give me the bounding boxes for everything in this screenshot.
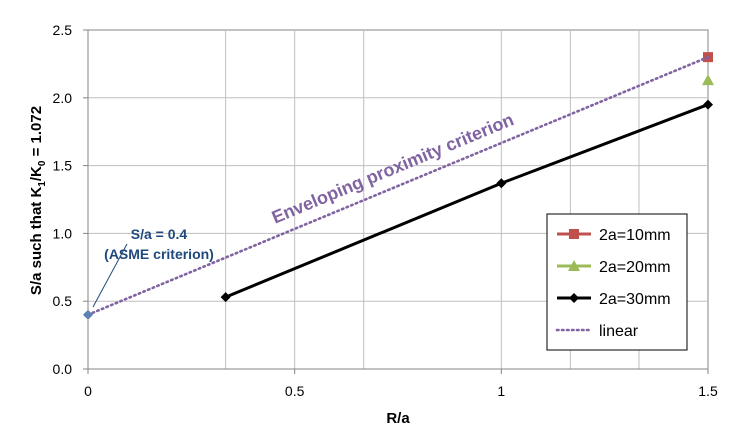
y-axis-title-subscript: 0 <box>37 160 48 166</box>
x-tick-label: 0.5 <box>285 383 305 399</box>
enveloping-annotation: Enveloping proximity criterion <box>269 109 517 227</box>
legend-label-2a-20mm: 2a=20mm <box>599 259 671 276</box>
legend-swatch-marker-2a-30mm <box>569 293 579 303</box>
y-tick-label: 2.5 <box>53 22 73 38</box>
y-axis-title: S/a such that K1/K0 = 1.072 <box>28 106 48 295</box>
asme-annotation-line1: S/a = 0.4 <box>131 226 188 242</box>
asme-leader-line <box>92 243 128 308</box>
asme-annotation-line2: (ASME criterion) <box>104 246 214 262</box>
legend-label-linear: linear <box>599 323 639 340</box>
y-tick-label: 2.0 <box>53 90 73 106</box>
y-axis-title-part: = 1.072 <box>28 106 45 161</box>
data-point-2a-20mm <box>702 74 714 86</box>
legend: 2a=10mm 2a=20mm 2a=30mm linear <box>546 213 688 351</box>
y-axis-title-part: /K <box>28 166 45 181</box>
axes: 0 0.5 1 1.5 0.0 0.5 1.0 1.5 2.0 2.5 R/a S/a such th… <box>28 22 718 427</box>
y-tick-label: 0.5 <box>53 293 73 309</box>
legend-swatch-marker-2a-20mm <box>568 260 580 271</box>
x-tick-label: 0 <box>84 383 92 399</box>
series-layer <box>83 52 714 320</box>
y-tick-label: 1.5 <box>53 158 73 174</box>
data-point-2a-30mm <box>220 292 231 303</box>
x-axis-title: R/a <box>386 410 410 427</box>
data-point-2a-30mm <box>703 99 713 110</box>
x-tick-label: 1.5 <box>698 383 718 399</box>
y-axis-title-subscript: 1 <box>37 181 48 187</box>
y-tick-label: 0.0 <box>53 361 73 377</box>
x-tick-label: 1 <box>497 383 505 399</box>
y-tick-label: 1.0 <box>53 225 73 241</box>
legend-label-2a-30mm: 2a=30mm <box>599 291 671 308</box>
data-point-2a-30mm <box>496 178 507 189</box>
series-line-linear <box>86 55 710 317</box>
legend-label-2a-10mm: 2a=10mm <box>599 227 671 244</box>
y-axis-title-part: S/a such that K <box>28 187 45 296</box>
legend-swatch-marker-2a-10mm <box>569 229 579 239</box>
annotations: S/a = 0.4 (ASME criterion) Enveloping prox… <box>92 109 517 308</box>
